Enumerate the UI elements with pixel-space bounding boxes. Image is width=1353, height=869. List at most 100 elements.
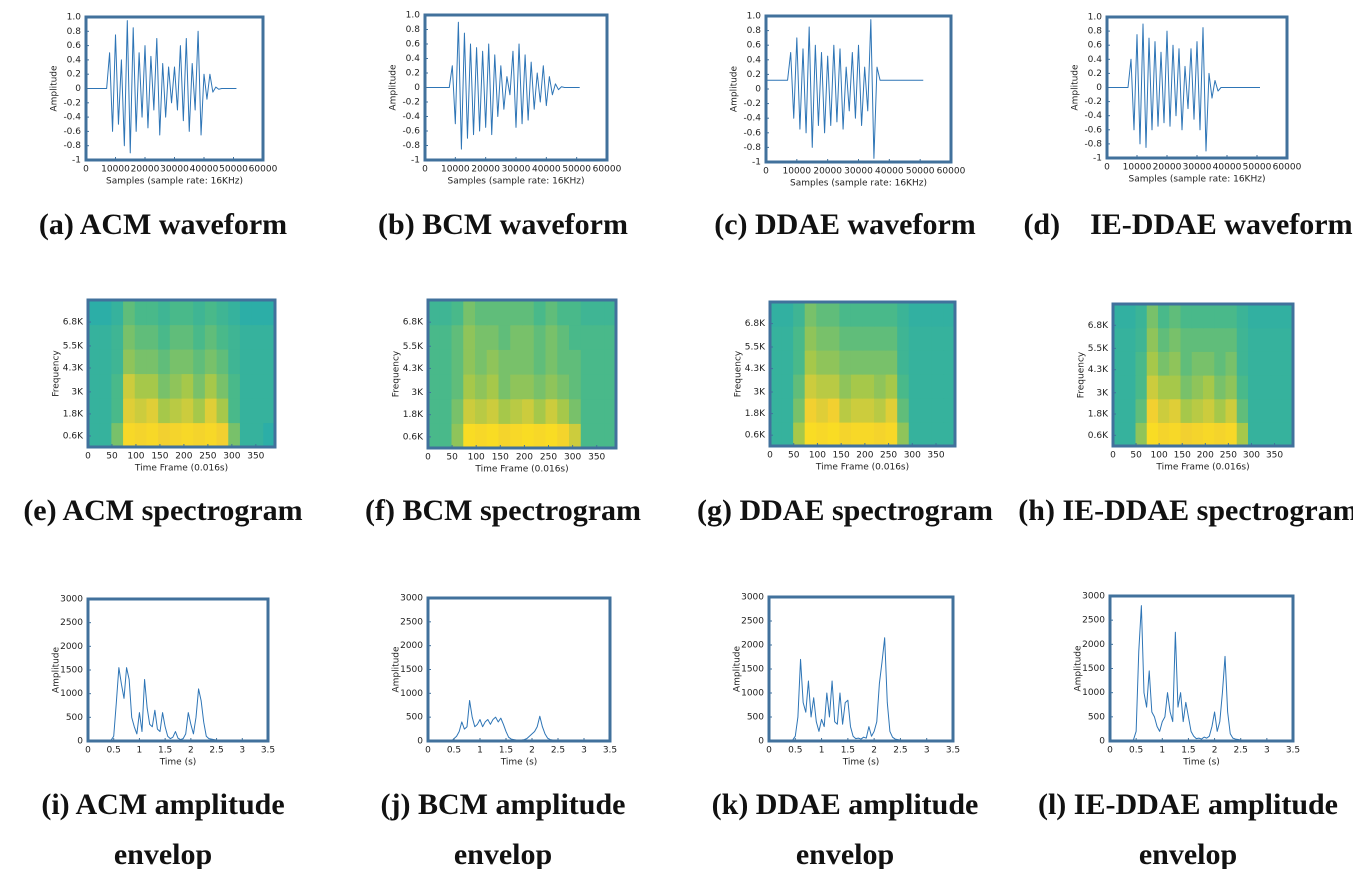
x-tick-label: 3.5 [603, 746, 617, 756]
spectrogram-cell [204, 324, 218, 350]
y-tick-label: 1000 [400, 689, 423, 699]
spectrogram-cell [475, 349, 488, 375]
x-tick-label: 1 [477, 746, 483, 756]
spectrogram-cell [498, 324, 511, 350]
spectrogram-cell [897, 374, 910, 399]
spectrogram-cell [486, 423, 500, 449]
plot-frame [426, 596, 612, 743]
y-axis-label: Amplitude [392, 646, 402, 693]
x-tick-label: 50 [788, 451, 800, 461]
spectrogram-cell [592, 374, 605, 400]
spectrogram-cell [885, 422, 898, 447]
spectrogram-cell [216, 349, 229, 375]
spectrogram-cell [781, 398, 794, 423]
y-tick-label: 2500 [60, 618, 83, 628]
spectrogram-cell [522, 374, 535, 400]
spectrogram-cell [463, 374, 476, 400]
spectrogram-cell [1191, 375, 1204, 400]
y-tick-label: -1 [1093, 154, 1102, 164]
spectrogram-cell [1236, 422, 1249, 447]
spectrogram-cell [580, 374, 594, 400]
caption: (i) ACM amplitude envelop [41, 788, 293, 869]
spectrogram-cell [1248, 327, 1260, 352]
x-tick-label: 0 [767, 451, 773, 461]
spectrogram-cell [557, 349, 570, 375]
spectrogram-cell [239, 324, 253, 350]
y-tick-label: 1.0 [406, 11, 421, 21]
spectrogram-cell [1225, 398, 1238, 423]
x-tick-label: 2.5 [893, 746, 907, 756]
x-tick-label: 150 [492, 453, 509, 463]
spectrogram-cell [263, 324, 276, 350]
x-tick-label: 20000 [1153, 163, 1182, 173]
spectrogram-cell [99, 422, 112, 448]
spectrogram-cell [169, 324, 183, 350]
spectrogram-cell [545, 324, 558, 350]
y-tick-label: -0.6 [1084, 125, 1102, 135]
spectrogram-cell [1191, 398, 1204, 423]
spectrogram-cell [263, 398, 276, 424]
x-axis-label: Time Frame (0.016s) [815, 463, 909, 473]
y-tick-label: 0 [77, 737, 83, 747]
y-tick-label: 1000 [741, 689, 764, 699]
spectrogram-cell [522, 300, 535, 326]
y-tick-label: 0 [417, 737, 423, 747]
caption: (d) IE-DDAE waveform [1023, 208, 1353, 241]
spectrogram-cell [463, 349, 476, 375]
spectrogram-cell [216, 373, 229, 399]
x-tick-label: 0.5 [107, 746, 121, 756]
x-tick-label: 100 [809, 451, 826, 461]
spectrogram-cell [99, 398, 112, 424]
spectrogram-cell [897, 350, 910, 375]
y-tick-label: -0.4 [1084, 111, 1102, 121]
x-tick-label: 2 [871, 746, 877, 756]
spectrogram-cell [251, 398, 264, 424]
x-tick-label: 0 [85, 746, 91, 756]
spectrogram-cell [885, 374, 898, 399]
y-tick-label: 0 [1096, 83, 1102, 93]
spectrogram-cell [123, 349, 136, 375]
spectrogram-cell [1146, 304, 1159, 329]
spectrogram-cell [885, 398, 898, 423]
spectrogram-cell [604, 324, 617, 350]
x-tick-label: 350 [1266, 451, 1283, 461]
x-axis-label: Time (s) [500, 758, 538, 768]
y-tick-label: 0.6K [745, 431, 766, 441]
x-tick-label: 0 [83, 165, 89, 175]
spectrogram-cell [781, 302, 794, 327]
y-tick-label: 1.8K [403, 410, 424, 420]
spectrogram-cell [88, 422, 101, 448]
y-tick-label: -0.6 [402, 127, 420, 137]
x-axis-label: Samples (sample rate: 16KHz) [106, 177, 243, 187]
y-axis-label: Frequency [392, 350, 402, 397]
spectrogram-cell [770, 302, 783, 327]
y-tick-label: 4.3K [403, 364, 424, 374]
spectrogram-cell [908, 374, 921, 399]
spectrogram-cell [931, 326, 945, 351]
spectrogram-cell [1259, 304, 1272, 329]
y-tick-label: -0.8 [63, 141, 81, 151]
spectrogram-cell [251, 349, 264, 375]
spectrogram-cell [216, 300, 229, 326]
spectrogram-cell [770, 422, 783, 447]
caption: (h) IE-DDAE spectrogram [1018, 494, 1353, 527]
spectrogram-cell [1259, 398, 1272, 423]
spectrogram-cell [943, 398, 956, 423]
spectrogram-cell [770, 326, 783, 351]
spectrogram-cell [123, 373, 136, 399]
x-tick-label: 2 [188, 746, 194, 756]
spectrogram-cell [99, 373, 112, 399]
y-tick-label: 0.2 [1088, 69, 1102, 79]
spectrogram-cell [604, 374, 617, 400]
spectrogram-cell [111, 373, 124, 399]
spectrogram-cell [827, 326, 840, 351]
spectrogram-cell [1180, 375, 1193, 400]
spectrogram-cell [793, 326, 806, 351]
spectrogram-cell [862, 350, 875, 375]
spectrogram-cell [510, 374, 523, 400]
y-tick-label: 0.6 [406, 40, 421, 50]
y-tick-label: -0.2 [63, 98, 81, 108]
spectrogram-cell [193, 373, 206, 399]
y-tick-label: 3K [71, 387, 84, 397]
spectrogram-cell [1225, 304, 1238, 329]
